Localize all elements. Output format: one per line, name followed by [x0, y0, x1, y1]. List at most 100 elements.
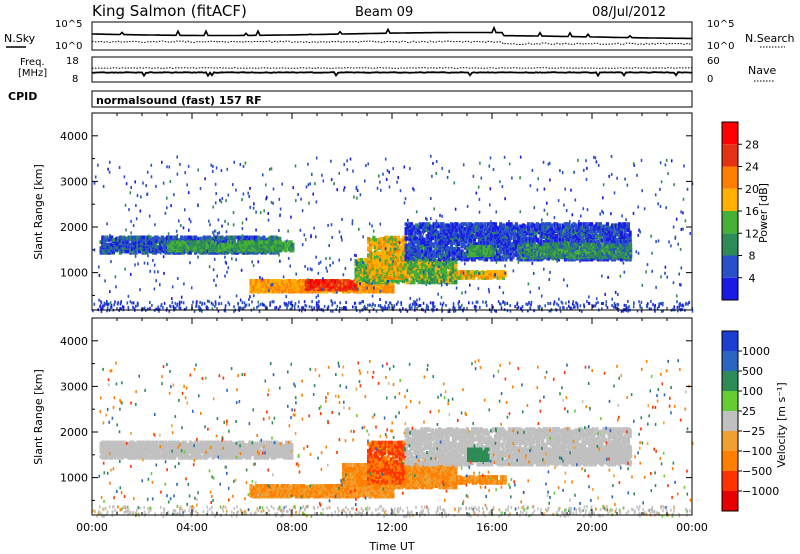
power-cell — [200, 248, 204, 253]
power-cell — [272, 286, 276, 290]
power-cell — [268, 281, 272, 286]
power-cell — [446, 235, 450, 239]
power-cell — [265, 279, 269, 283]
power-cell — [111, 237, 115, 242]
power-cell — [125, 249, 129, 254]
power-cell — [247, 240, 251, 245]
power-cell — [223, 243, 227, 248]
nsky-tick-top: 10^5 — [55, 19, 82, 30]
power-cell — [143, 246, 147, 250]
power-cell — [99, 240, 103, 244]
freq-frame — [91, 56, 693, 83]
power-cell — [193, 248, 197, 253]
power-cell — [590, 222, 594, 226]
power-cell — [293, 281, 297, 286]
power-cell — [145, 240, 149, 244]
power-cell — [118, 239, 122, 243]
nave-label: Nave — [748, 64, 776, 77]
power-cell — [134, 250, 138, 255]
station-title: King Salmon (fitACF) — [92, 2, 247, 20]
power-cell — [222, 236, 226, 241]
power-cell — [403, 262, 407, 267]
power-cell — [224, 247, 228, 252]
power-cell — [270, 286, 274, 290]
power-cell — [602, 224, 606, 229]
power-cell — [131, 247, 135, 252]
power-cell — [118, 235, 122, 240]
power-cell — [274, 235, 278, 240]
power-cell — [189, 243, 193, 248]
power-cell — [261, 242, 265, 247]
power-cell — [525, 243, 529, 248]
power-cell — [288, 282, 292, 287]
power-cell — [152, 242, 156, 247]
power-cell — [136, 243, 140, 248]
power-cell — [256, 284, 260, 289]
power-cell — [555, 234, 559, 238]
power-cell — [99, 246, 103, 250]
power-cell — [160, 239, 164, 243]
power-cell — [212, 248, 216, 253]
power-cell — [286, 284, 290, 289]
power-cell — [175, 240, 179, 245]
power-cell — [257, 237, 261, 242]
power-cell — [111, 243, 115, 248]
power-cell — [104, 248, 108, 253]
power-cell — [368, 274, 372, 279]
power-cell — [418, 230, 422, 235]
power-cell — [124, 236, 128, 241]
power-cell — [279, 279, 283, 283]
power-cell — [138, 235, 142, 240]
power-cell — [251, 235, 255, 240]
power-cell — [153, 250, 157, 255]
power-cell — [177, 243, 181, 248]
power-cell — [148, 248, 152, 253]
power-cell — [106, 250, 110, 255]
power-cell — [203, 247, 207, 252]
power-cell — [261, 286, 265, 290]
power-cell — [202, 235, 206, 240]
power-cell — [186, 242, 190, 247]
power-cell — [284, 287, 288, 292]
power-cell — [106, 245, 110, 249]
power-cell — [254, 279, 258, 283]
power-cell — [115, 242, 119, 247]
power-cell — [164, 236, 168, 241]
power-cell — [271, 235, 275, 240]
power-cell — [176, 250, 180, 255]
power-cell — [212, 245, 216, 249]
power-cell — [195, 245, 199, 249]
power-cell — [148, 239, 152, 243]
power-cell — [211, 250, 215, 255]
power-cell — [295, 283, 299, 288]
power-cell — [174, 235, 178, 240]
power-cell — [196, 248, 200, 253]
power-cell — [228, 245, 232, 249]
power-cell — [268, 243, 272, 248]
nsearch-tick-bottom: 10^0 — [707, 41, 734, 52]
power-cell — [219, 247, 223, 252]
power-cell — [240, 246, 244, 250]
power-cell — [214, 245, 218, 249]
power-cell — [108, 235, 112, 240]
power-cell — [273, 240, 277, 245]
power-cell — [302, 288, 306, 293]
power-cell — [605, 222, 609, 226]
power-cell — [136, 235, 140, 240]
power-cell — [532, 223, 536, 228]
power-cell — [143, 250, 147, 255]
power-cell — [296, 280, 300, 284]
power-cell — [423, 256, 427, 261]
power-cell — [291, 245, 295, 249]
power-cell — [277, 279, 281, 283]
power-cell — [284, 279, 288, 283]
power-cell — [153, 240, 157, 244]
power-cell — [282, 245, 286, 249]
power-cell — [279, 245, 283, 249]
power-cell — [286, 288, 290, 293]
power-cell — [127, 235, 131, 240]
power-cell — [136, 247, 140, 252]
power-cell — [205, 241, 209, 246]
power-cell — [245, 243, 249, 248]
